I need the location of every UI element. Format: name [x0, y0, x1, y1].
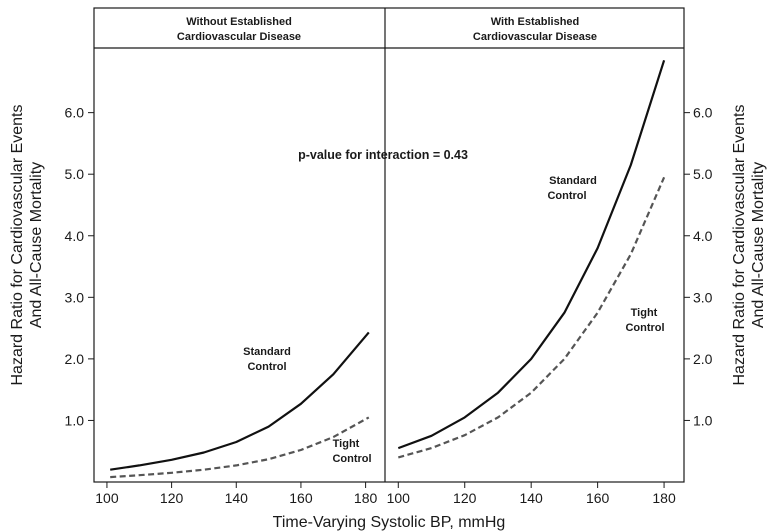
panel-title-left: Without Established Cardiovascular Disea…: [177, 16, 301, 43]
series-label-tight-left-line2: Control: [332, 453, 371, 465]
panel-title-right: With Established Cardiovascular Disease: [473, 16, 597, 43]
tick-layer: 100 120 140 160 180 100 120 140 160 180 1.0 1.0 2.0 2…: [65, 105, 713, 506]
y-tick-label-right: 5.0: [693, 166, 713, 182]
x-tick-label: 120: [160, 490, 184, 506]
y-axis-title-right-line2: And All-Cause Mortality: [750, 162, 767, 328]
y-tick-label-right: 1.0: [693, 412, 713, 428]
label-tight-left: Tight Control: [332, 438, 371, 465]
x-tick-label: 180: [354, 490, 378, 506]
x-tick-label: 120: [453, 490, 477, 506]
x-tick-label: 180: [652, 490, 676, 506]
label-tight-right: Tight Control: [625, 307, 664, 334]
series-label-standard-right-line2: Control: [547, 190, 586, 202]
y-tick-label-left: 4.0: [65, 228, 85, 244]
y-axis-title-left-line2: And All-Cause Mortality: [28, 162, 45, 328]
p-value-annotation: p-value for interaction = 0.43: [298, 148, 468, 162]
y-tick-label-left: 5.0: [65, 166, 85, 182]
y-tick-label-right: 6.0: [693, 105, 713, 121]
y-axis-title-right: Hazard Ratio for Cardiovascular Events A…: [731, 104, 767, 385]
x-tick-label: 160: [289, 490, 313, 506]
x-tick-label: 100: [387, 490, 411, 506]
y-axis-title-left-line1: Hazard Ratio for Cardiovascular Events: [9, 104, 26, 385]
series-label-standard-left-line2: Control: [247, 361, 286, 373]
y-tick-label-left: 1.0: [65, 412, 85, 428]
y-axis-title-right-line1: Hazard Ratio for Cardiovascular Events: [731, 104, 748, 385]
plot-frame: [93, 7, 685, 483]
label-standard-left: Standard Control: [243, 346, 291, 373]
series-line-right-tight: [398, 176, 666, 459]
y-tick-label-right: 2.0: [693, 351, 713, 367]
series-line-left-standard: [110, 331, 370, 471]
y-tick-label-right: 3.0: [693, 289, 713, 305]
panel-title-right-line1: With Established: [491, 16, 580, 28]
series-line-left-tight: [110, 416, 370, 479]
x-axis-title: Time-Varying Systolic BP, mmHg: [273, 514, 506, 531]
y-tick-label-right: 4.0: [693, 228, 713, 244]
panel-title-left-line2: Cardiovascular Disease: [177, 31, 301, 43]
series-line-right-standard: [397, 59, 666, 450]
x-tick-label: 160: [586, 490, 610, 506]
series-label-tight-right-line1: Tight: [631, 307, 658, 319]
series-label-standard-right-line1: Standard: [549, 175, 597, 187]
series-label-standard-left-line1: Standard: [243, 346, 291, 358]
panel-title-right-line2: Cardiovascular Disease: [473, 31, 597, 43]
y-tick-label-left: 6.0: [65, 105, 85, 121]
y-tick-label-left: 2.0: [65, 351, 85, 367]
x-tick-label: 100: [95, 490, 119, 506]
x-tick-label: 140: [225, 490, 249, 506]
series-label-tight-left-line1: Tight: [333, 438, 360, 450]
y-tick-label-left: 3.0: [65, 289, 85, 305]
series-label-tight-right-line2: Control: [625, 322, 664, 334]
x-tick-label: 140: [519, 490, 543, 506]
panel-title-left-line1: Without Established: [186, 16, 292, 28]
label-standard-right: Standard Control: [547, 175, 596, 202]
y-axis-title-left: Hazard Ratio for Cardiovascular Events A…: [9, 104, 45, 385]
series-layer: [110, 59, 666, 479]
